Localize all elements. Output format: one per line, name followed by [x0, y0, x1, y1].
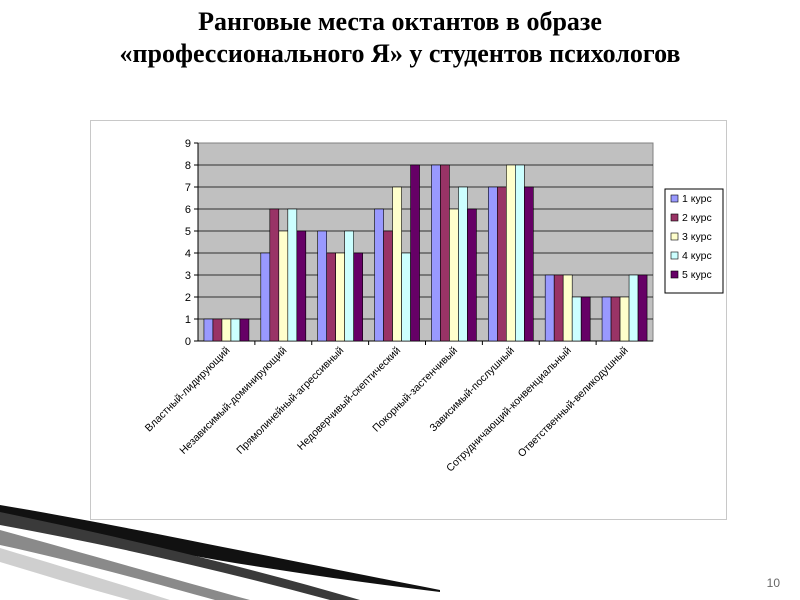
x-category-label: Независимый-доминирующий	[177, 345, 289, 457]
slide-title: Ранговые места октантов в образе «профес…	[0, 6, 800, 70]
bar	[544, 274, 555, 342]
title-line-1: Ранговые места октантов в образе	[198, 7, 602, 36]
y-tick-label: 7	[185, 182, 191, 194]
page-number: 10	[766, 576, 780, 590]
bar	[296, 230, 307, 342]
legend-label: 1 курс	[682, 193, 712, 205]
bar	[260, 252, 271, 342]
bar	[344, 230, 354, 342]
y-tick-label: 6	[185, 204, 191, 216]
legend-swatch	[670, 251, 679, 260]
chart-frame: 0 1 2 3 4 5 6 7 8 9 Властный-лидирующий Независимый…	[90, 120, 727, 520]
bar	[401, 252, 411, 342]
bar	[571, 296, 582, 342]
bar	[601, 296, 612, 342]
bar	[326, 252, 336, 342]
bar	[353, 252, 363, 342]
bar-chart: 0123456789Властный-лидирующийНезависимый…	[143, 138, 724, 475]
legend-swatch	[670, 194, 679, 203]
bar	[610, 296, 621, 342]
bar	[449, 208, 459, 342]
legend-swatch	[670, 232, 679, 241]
y-tick-label: 1	[185, 314, 191, 326]
bar	[506, 164, 516, 342]
bar	[278, 230, 289, 342]
y-tick-label: 3	[185, 270, 191, 282]
bar	[374, 208, 384, 342]
bar	[392, 186, 402, 342]
bar	[580, 296, 591, 342]
bar	[497, 186, 507, 342]
title-line-2: «профессионального Я» у студентов психол…	[119, 39, 681, 68]
legend-label: 4 курс	[682, 250, 712, 262]
y-tick-label: 2	[185, 292, 191, 304]
bar	[515, 164, 525, 342]
bar	[488, 186, 498, 342]
bar	[287, 208, 298, 342]
bar	[467, 208, 477, 342]
legend-swatch	[670, 270, 679, 279]
y-tick-label: 8	[185, 160, 191, 172]
x-category-label: Сотрудничающий-конвенциальный	[444, 345, 574, 475]
bar	[269, 208, 280, 342]
legend-label: 2 курс	[682, 212, 712, 224]
bar	[553, 274, 564, 342]
legend-label: 3 курс	[682, 231, 712, 243]
bar	[335, 252, 345, 342]
x-category-label: Ответственный-великодушный	[516, 345, 631, 460]
bar	[212, 318, 223, 342]
bar	[203, 318, 214, 342]
bar	[458, 186, 468, 342]
bar	[440, 164, 450, 342]
bar	[230, 318, 241, 342]
bar	[628, 274, 639, 342]
bar	[619, 296, 630, 342]
y-tick-label: 5	[185, 226, 191, 238]
bar	[562, 274, 573, 342]
bar	[383, 230, 393, 342]
bar	[637, 274, 648, 342]
bar	[410, 164, 420, 342]
y-tick-label: 9	[185, 138, 191, 150]
x-category-label: Прямолинейный-агрессивный	[234, 345, 346, 457]
bar	[431, 164, 441, 342]
legend-label: 5 курс	[682, 269, 712, 281]
y-tick-label: 4	[185, 248, 191, 260]
x-category-label: Недоверчивый-скептический	[295, 345, 403, 453]
bar	[524, 186, 534, 342]
legend-swatch	[670, 213, 679, 222]
bar	[317, 230, 327, 342]
bar	[239, 318, 250, 342]
bar	[221, 318, 232, 342]
y-tick-label: 0	[185, 336, 191, 348]
